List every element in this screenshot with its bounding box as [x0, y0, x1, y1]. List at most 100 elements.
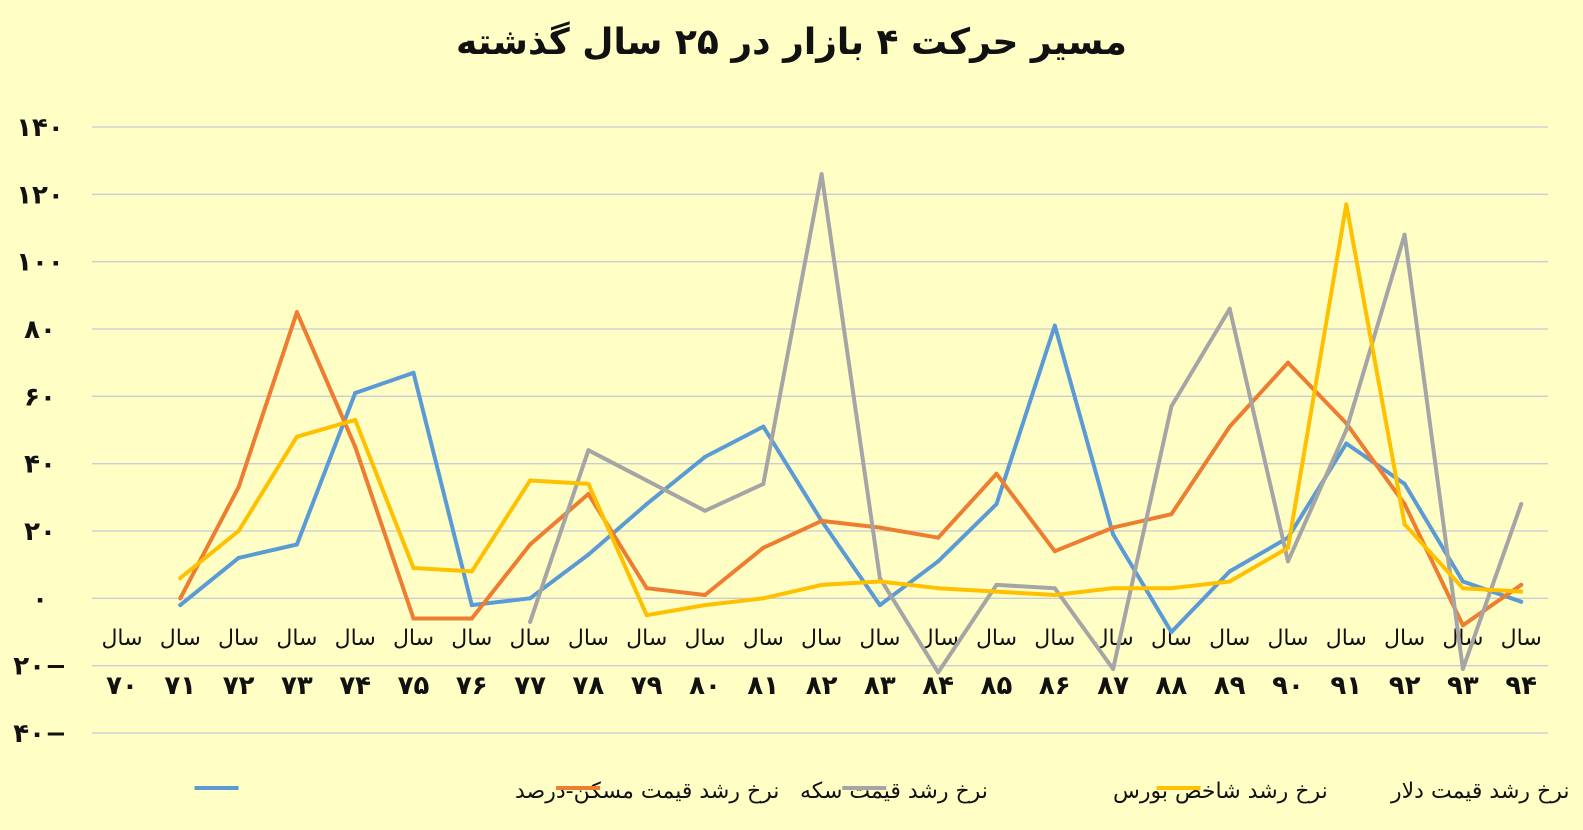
- data-point: [644, 586, 649, 591]
- data-point: [1169, 404, 1174, 409]
- data-point: [1460, 586, 1465, 591]
- data-point: [994, 589, 999, 594]
- data-point: [469, 569, 474, 574]
- x-tick-label: ۷۱: [164, 671, 196, 701]
- x-category-prefix: سال: [1326, 626, 1367, 651]
- data-point: [528, 542, 533, 547]
- data-point: [236, 555, 241, 560]
- data-point: [411, 370, 416, 375]
- x-category-prefix: سال: [393, 626, 434, 651]
- y-tick-label: ۱۴۰: [16, 113, 64, 143]
- data-point: [703, 592, 707, 597]
- x-tick-label: ۸۵: [981, 671, 1013, 701]
- data-point: [703, 508, 707, 513]
- x-category-prefix: سال: [451, 626, 492, 651]
- data-point: [294, 434, 299, 439]
- chart-title: مسیر حرکت ۴ بازار در ۲۵ سال گذشته: [456, 22, 1127, 63]
- data-point: [294, 542, 299, 547]
- x-tick-label: ۷۲: [223, 671, 255, 701]
- y-tick-label: ۲۰: [24, 517, 56, 547]
- x-tick-label: ۸۶: [1039, 671, 1071, 701]
- x-category-prefix: سال: [160, 626, 201, 651]
- x-tick-label: ۷۵: [398, 671, 430, 701]
- data-point: [1402, 502, 1407, 507]
- data-point: [1227, 569, 1232, 574]
- data-point: [178, 576, 183, 581]
- x-tick-label: ۸۲: [806, 671, 838, 701]
- legend-label-4: نرخ رشد قیمت دلار: [1390, 779, 1570, 804]
- data-point: [1460, 667, 1465, 672]
- data-point: [877, 576, 882, 581]
- x-tick-label: ۸۰: [689, 671, 721, 701]
- legend-label-2: نرخ رشد قیمت سکه: [800, 779, 988, 804]
- y-tick-label: ۱۰۰: [16, 248, 64, 278]
- data-point: [411, 566, 416, 571]
- data-point: [1344, 428, 1349, 432]
- y-tick-label: ۴۰: [24, 450, 56, 480]
- x-tick-label: ۸۱: [747, 671, 779, 701]
- x-tick-label: ۷۰: [106, 671, 138, 701]
- legend-label-1: نرخ رشد قیمت مسکن-درصد: [515, 779, 779, 804]
- x-tick-label: ۷۷: [514, 671, 546, 701]
- data-point: [236, 485, 241, 490]
- x-category-prefix: سال: [335, 626, 376, 651]
- data-point: [761, 596, 766, 601]
- y-tick-label: ۲۰−: [13, 652, 67, 682]
- x-tick-label: ۸۸: [1156, 671, 1188, 701]
- x-category-prefix: سال: [1501, 626, 1542, 651]
- x-tick-label: ۸۹: [1214, 671, 1246, 701]
- data-point: [178, 603, 183, 608]
- data-point: [1460, 623, 1465, 628]
- x-tick-label: ۷۳: [281, 671, 313, 701]
- data-point: [644, 613, 649, 618]
- data-point: [1111, 525, 1116, 530]
- data-point: [1286, 545, 1290, 550]
- x-tick-label: ۷۴: [339, 671, 371, 701]
- data-point: [1519, 589, 1524, 594]
- x-tick-label: ۹۲: [1389, 671, 1421, 701]
- x-category-prefix: سال: [1034, 626, 1075, 651]
- x-tick-label: ۹۰: [1272, 671, 1304, 701]
- data-point: [819, 172, 824, 177]
- data-point: [1227, 424, 1232, 429]
- data-point: [1052, 586, 1057, 591]
- y-tick-label: ۱۲۰: [16, 180, 64, 210]
- data-point: [703, 454, 707, 459]
- data-point: [994, 502, 999, 507]
- x-category-prefix: سال: [1209, 626, 1250, 651]
- data-point: [761, 424, 766, 429]
- x-tick-label: ۷۹: [631, 671, 663, 701]
- x-tick-label: ۷۶: [456, 671, 488, 701]
- x-tick-label: ۹۱: [1330, 671, 1362, 701]
- data-point: [1169, 586, 1174, 591]
- data-point: [644, 502, 649, 507]
- x-category-prefix: سال: [743, 626, 784, 651]
- series-line-3: [528, 172, 1524, 675]
- x-category-prefix: سال: [801, 626, 842, 651]
- data-point: [1344, 202, 1349, 207]
- x-category-prefix: سال: [626, 626, 667, 651]
- data-point: [586, 491, 591, 496]
- data-point: [586, 448, 591, 453]
- data-point: [761, 545, 766, 550]
- data-point: [1111, 667, 1116, 672]
- data-point: [1286, 559, 1290, 564]
- data-point: [877, 579, 882, 584]
- data-point: [1052, 323, 1057, 328]
- data-point: [1286, 360, 1290, 365]
- data-point: [1460, 579, 1465, 584]
- x-category-prefix: سال: [1384, 626, 1425, 651]
- x-category-prefix: سال: [859, 626, 900, 651]
- data-point: [528, 596, 533, 601]
- data-point: [469, 603, 474, 608]
- data-point: [644, 478, 649, 483]
- data-point: [586, 481, 591, 486]
- data-point: [1111, 532, 1116, 537]
- series-line-2: [178, 310, 1524, 628]
- data-point: [877, 603, 882, 608]
- data-point: [1402, 481, 1407, 486]
- data-point: [1227, 306, 1232, 311]
- x-tick-label: ۸۳: [864, 671, 896, 701]
- data-point: [994, 471, 999, 476]
